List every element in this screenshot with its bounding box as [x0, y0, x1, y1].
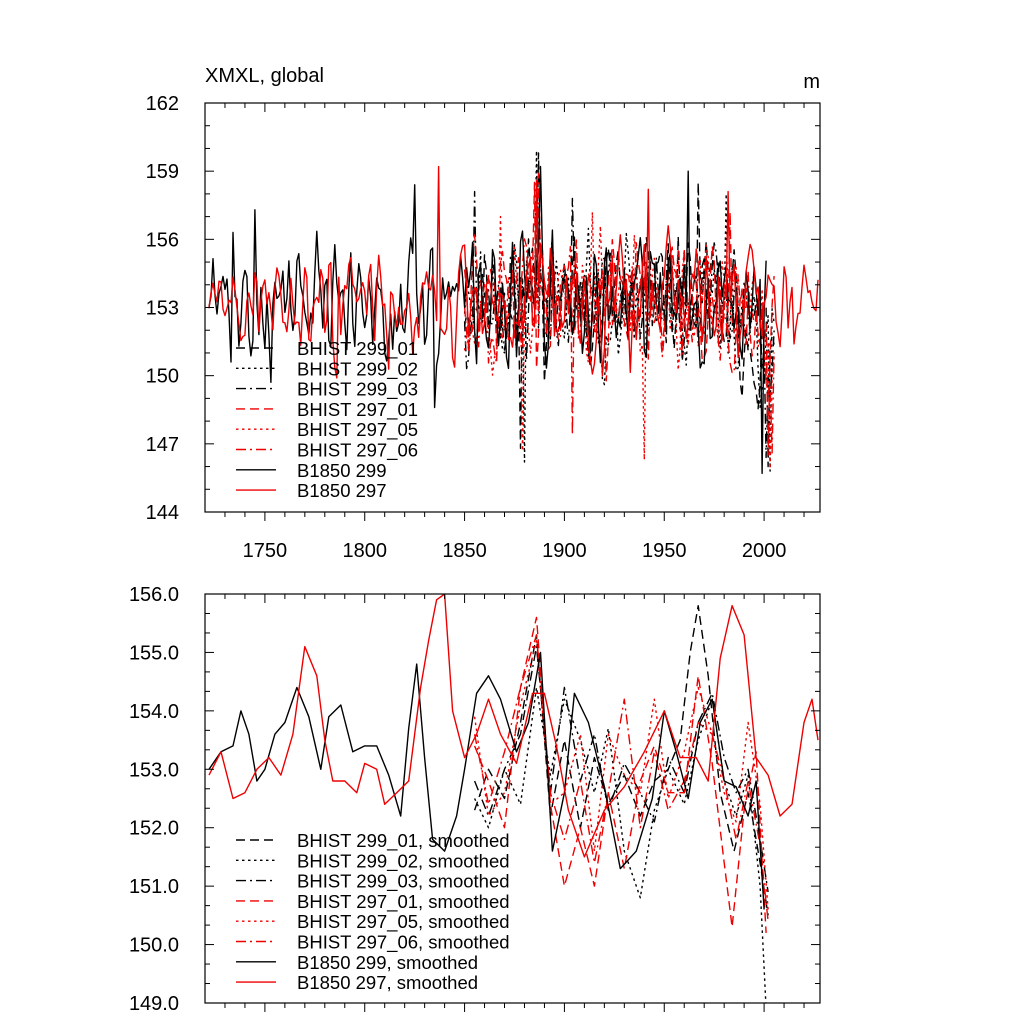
top-legend-label: BHIST 299_03: [297, 379, 418, 401]
bottom-legend-label: BHIST 299_02, smoothed: [297, 850, 510, 872]
bottom-series-bhist-299-01-smoothed: [473, 605, 769, 916]
bottom-ytick-label: 152.0: [129, 818, 179, 840]
top-legend-item: BHIST 297_05: [236, 419, 418, 441]
bottom-legend-item: BHIST 297_06, smoothed: [236, 932, 510, 954]
bottom-ytick-label: 156.0: [129, 584, 179, 606]
top-xtick-label: 1950: [642, 540, 687, 562]
top-legend-item: BHIST 297_01: [236, 399, 418, 421]
top-legend-label: BHIST 297_06: [297, 440, 418, 462]
bottom-legend-label: BHIST 299_01, smoothed: [297, 830, 510, 852]
bottom-legend-label: BHIST 297_05, smoothed: [297, 911, 510, 933]
bottom-ytick-label: 149.0: [129, 993, 179, 1015]
top-chart-title: XMXL, global: [205, 65, 324, 87]
top-ytick-label: 144: [146, 502, 179, 524]
top-legend-item: B1850 299: [236, 460, 387, 481]
top-xtick-label: 2000: [742, 540, 787, 562]
top-legend-label: BHIST 299_01: [297, 338, 418, 360]
top-axes: 144 147 150 153 156 159 162 1750 1800 1850 1900 195…: [146, 93, 821, 562]
top-ytick-label: 153: [146, 298, 179, 320]
top-legend-label: BHIST 297_05: [297, 419, 418, 441]
top-legend-item: BHIST 299_02: [236, 358, 418, 380]
bottom-series-bhist-297-05-smoothed: [473, 640, 769, 910]
top-xtick-label: 1850: [442, 540, 487, 562]
bottom-series-b1850-297-smoothed: [208, 594, 819, 858]
top-legend-label: B1850 297: [297, 480, 387, 501]
bottom-series-bhist-297-01-smoothed: [473, 616, 767, 933]
bottom-series-bhist-299-03-smoothed: [473, 645, 769, 893]
bottom-legend-label: BHIST 297_06, smoothed: [297, 932, 510, 954]
bottom-series-group: [208, 594, 819, 1003]
top-xtick-label: 1750: [243, 540, 288, 562]
bottom-series-bhist-299-02-smoothed: [473, 686, 767, 1003]
top-ytick-label: 156: [146, 229, 179, 251]
bottom-legend-label: BHIST 299_03, smoothed: [297, 871, 510, 893]
bottom-series-bhist-297-06-smoothed: [473, 634, 769, 922]
top-xtick-label: 1800: [342, 540, 387, 562]
bottom-legend-label: BHIST 297_01, smoothed: [297, 891, 510, 913]
top-series-group: [208, 150, 819, 475]
bottom-legend-item: BHIST 299_01, smoothed: [236, 830, 510, 852]
top-legend-item: BHIST 297_06: [236, 440, 418, 462]
bottom-ytick-label: 153.0: [129, 759, 179, 781]
bottom-ytick-label: 151.0: [129, 876, 179, 898]
bottom-legend-label: B1850 299, smoothed: [297, 952, 478, 973]
top-series-b1850-297: [208, 165, 819, 379]
bottom-legend-item: BHIST 297_05, smoothed: [236, 911, 510, 933]
top-panel: XMXL, global m 144 147 150 153 156 159 162 1750…: [146, 65, 821, 562]
bottom-ytick-label: 154.0: [129, 701, 179, 723]
bottom-axes: 149.0 150.0 151.0 152.0 153.0 154.0 155.0 156.0: [129, 584, 821, 1015]
bottom-legend-label: B1850 297, smoothed: [297, 972, 478, 993]
top-legend-item: BHIST 299_01: [236, 338, 418, 360]
top-ytick-label: 147: [146, 434, 179, 456]
top-legend-label: B1850 299: [297, 460, 387, 481]
bottom-ytick-label: 155.0: [129, 642, 179, 664]
bottom-legend-item: B1850 297, smoothed: [236, 972, 478, 993]
top-xtick-label: 1900: [542, 540, 587, 562]
top-series-bhist-299-02: [463, 150, 775, 472]
top-legend-item: B1850 297: [236, 480, 387, 501]
top-legend-label: BHIST 297_01: [297, 399, 418, 421]
bottom-plot-frame: [204, 593, 821, 1004]
top-series-b1850-299: [208, 165, 767, 475]
top-ytick-label: 150: [146, 366, 179, 388]
bottom-legend-item: BHIST 299_02, smoothed: [236, 850, 510, 872]
top-legend-item: BHIST 299_03: [236, 379, 418, 401]
top-chart-units: m: [803, 71, 820, 93]
bottom-legend-item: B1850 299, smoothed: [236, 952, 478, 973]
bottom-legend-item: BHIST 299_03, smoothed: [236, 871, 510, 893]
top-legend-label: BHIST 299_02: [297, 358, 418, 380]
bottom-legend-item: BHIST 297_01, smoothed: [236, 891, 510, 913]
bottom-panel: 149.0 150.0 151.0 152.0 153.0 154.0 155.0 156.0…: [129, 584, 821, 1015]
bottom-ytick-label: 150.0: [129, 935, 179, 957]
bottom-series-b1850-299-smoothed: [208, 651, 765, 910]
top-ytick-label: 162: [146, 93, 179, 115]
top-ytick-label: 159: [146, 161, 179, 183]
